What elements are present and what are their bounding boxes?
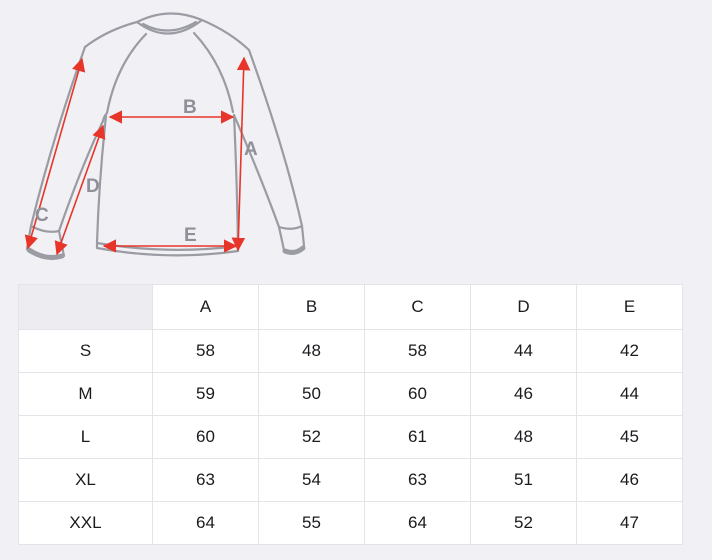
header-row: A B C D E [18, 284, 683, 330]
value-cell: 64 [364, 501, 471, 545]
value-cell: 50 [258, 372, 365, 416]
column-header-c: C [364, 284, 471, 330]
value-cell: 58 [152, 329, 259, 373]
size-table-body: S 58 48 58 44 42 M 59 50 60 46 44 L 60 5… [18, 329, 683, 545]
body-right-outline [232, 113, 240, 248]
corner-cell [18, 284, 153, 330]
table-row-l: L 60 52 61 48 45 [18, 415, 683, 459]
table-row-s: S 58 48 58 44 42 [18, 329, 683, 373]
right-cuff-outline [277, 224, 304, 230]
size-label: L [18, 415, 153, 459]
shirt-measurement-diagram: B A D C E [24, 12, 306, 260]
value-cell: 58 [364, 329, 471, 373]
size-table: A B C D E S 58 48 58 44 42 M 59 50 60 46 [18, 284, 683, 545]
value-cell: 44 [576, 372, 683, 416]
right-shoulder-outline [200, 18, 251, 52]
size-label: M [18, 372, 153, 416]
value-cell: 45 [576, 415, 683, 459]
measure-label-c: C [35, 205, 49, 226]
column-header-a: A [152, 284, 259, 330]
measurement-arrows [24, 56, 251, 256]
measure-label-e: E [184, 225, 197, 246]
value-cell: 47 [576, 501, 683, 545]
table-row-xxl: XXL 64 55 64 52 47 [18, 501, 683, 545]
value-cell: 60 [152, 415, 259, 459]
table-row-xl: XL 63 54 63 51 46 [18, 458, 683, 502]
value-cell: 48 [470, 415, 577, 459]
collar-outline [135, 12, 204, 35]
right-raglan-seam [192, 31, 235, 114]
value-cell: 59 [152, 372, 259, 416]
value-cell: 54 [258, 458, 365, 502]
measure-arrow-d [54, 124, 106, 256]
value-cell: 63 [364, 458, 471, 502]
measurement-labels: B A D C E [35, 97, 258, 246]
value-cell: 64 [152, 501, 259, 545]
column-header-b: B [258, 284, 365, 330]
measure-label-a: A [244, 139, 258, 160]
value-cell: 52 [470, 501, 577, 545]
value-cell: 60 [364, 372, 471, 416]
value-cell: 61 [364, 415, 471, 459]
right-sleeve-outer-outline [247, 48, 306, 248]
size-table-header: A B C D E [18, 284, 683, 330]
value-cell: 46 [470, 372, 577, 416]
value-cell: 51 [470, 458, 577, 502]
column-header-d: D [470, 284, 577, 330]
measure-label-d: D [86, 176, 100, 197]
value-cell: 63 [152, 458, 259, 502]
value-cell: 55 [258, 501, 365, 545]
value-cell: 46 [576, 458, 683, 502]
left-raglan-seam [101, 32, 148, 123]
hem-outline [95, 241, 240, 257]
table-row-m: M 59 50 60 46 44 [18, 372, 683, 416]
value-cell: 44 [470, 329, 577, 373]
size-label: S [18, 329, 153, 373]
left-cuff-bottom-edge [26, 247, 65, 260]
value-cell: 48 [258, 329, 365, 373]
measure-arrow-a [231, 56, 251, 252]
size-label: XXL [18, 501, 153, 545]
value-cell: 52 [258, 415, 365, 459]
measure-label-b: B [183, 97, 197, 118]
size-label: XL [18, 458, 153, 502]
left-shoulder-outline [83, 20, 139, 49]
value-cell: 42 [576, 329, 683, 373]
right-cuff-bottom-edge [282, 245, 306, 255]
column-header-e: E [576, 284, 683, 330]
